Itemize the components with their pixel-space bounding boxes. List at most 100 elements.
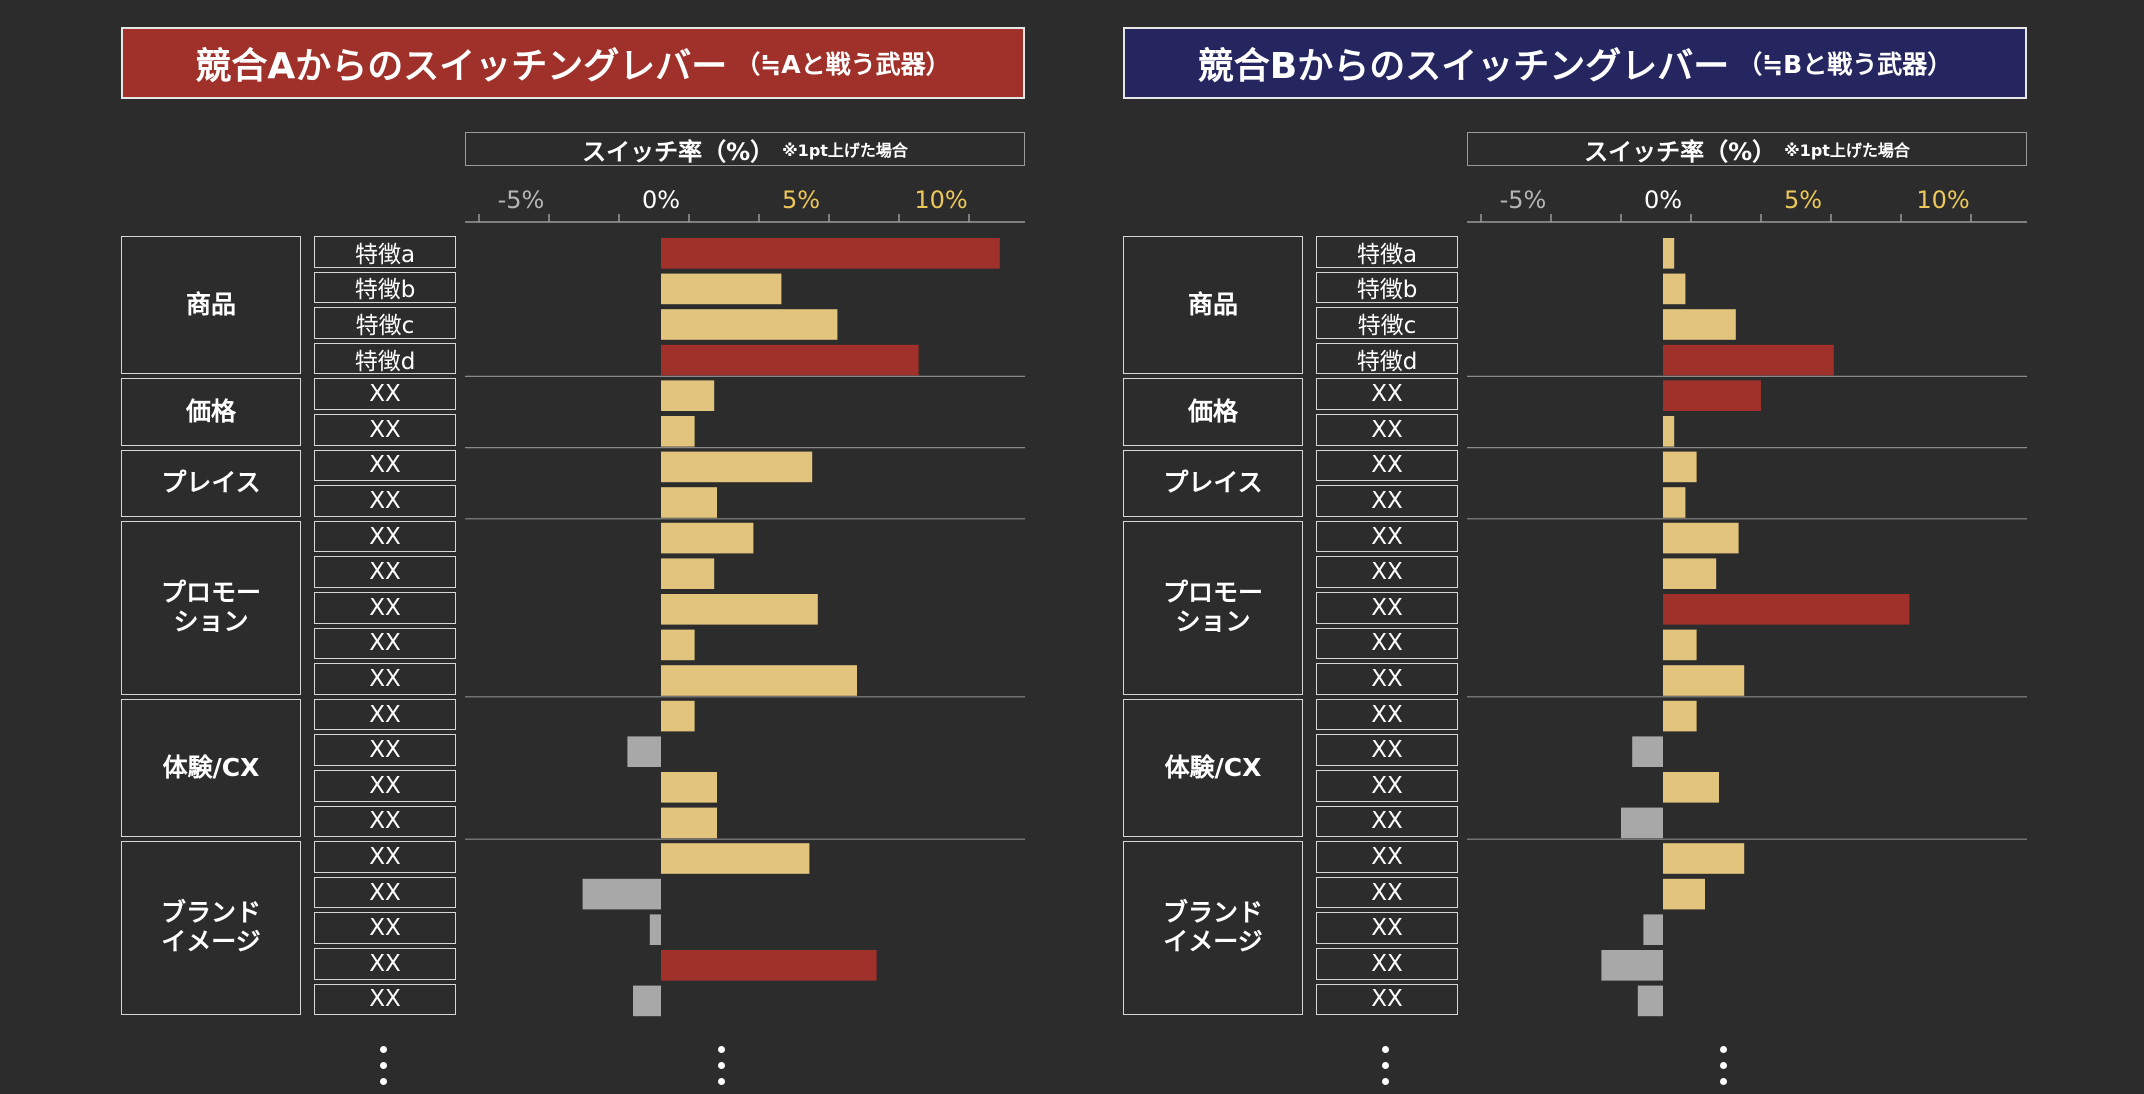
- bar: [1663, 558, 1717, 589]
- item-label: XX: [314, 485, 456, 517]
- item-label: XX: [314, 698, 456, 731]
- item-label: 特徴b: [1316, 271, 1458, 303]
- item-label: XX: [1316, 520, 1458, 553]
- item-label: XX: [1316, 734, 1458, 766]
- bar: [661, 629, 695, 661]
- bar: [1663, 878, 1705, 910]
- bar: [1632, 736, 1663, 767]
- item-label: XX: [314, 805, 456, 838]
- bar: [1663, 273, 1686, 305]
- bar: [627, 736, 661, 767]
- category-label: 価格: [121, 378, 301, 446]
- x-tick-label: 0%: [642, 186, 680, 214]
- bar: [633, 985, 661, 1017]
- item-label: XX: [314, 663, 456, 695]
- item-label: 特徴a: [1316, 236, 1458, 268]
- x-tick-label: 10%: [1916, 186, 1969, 214]
- bar: [661, 843, 810, 874]
- bar: [1621, 807, 1663, 839]
- item-label: XX: [1316, 841, 1458, 873]
- bar: [1663, 629, 1697, 661]
- item-label: 特徴d: [1316, 342, 1458, 375]
- axis-note: ※1pt上げた場合: [1784, 141, 1910, 160]
- item-label: XX: [1316, 378, 1458, 410]
- item-label: XX: [314, 841, 456, 873]
- category-label: プレイス: [1123, 449, 1303, 517]
- item-label: XX: [314, 556, 456, 588]
- bar: [661, 772, 717, 803]
- bar: [661, 558, 715, 589]
- bar: [661, 522, 754, 554]
- item-label: XX: [314, 948, 456, 980]
- bar: [1663, 700, 1697, 732]
- item-label: XX: [1316, 912, 1458, 944]
- item-label: XX: [314, 734, 456, 766]
- item-label: 特徴c: [1316, 307, 1458, 339]
- bar: [1663, 487, 1686, 518]
- bar: [661, 344, 919, 376]
- bar: [661, 807, 717, 839]
- bar: [1663, 380, 1761, 411]
- x-tick-label: 10%: [914, 186, 967, 214]
- panel-header: 競合Bからのスイッチングレバー （≒Bと戦う武器）: [1123, 27, 2027, 99]
- item-label: XX: [1316, 449, 1458, 482]
- item-label: XX: [1316, 592, 1458, 624]
- item-label: XX: [1316, 556, 1458, 588]
- bar: [1663, 451, 1697, 483]
- panel-title: 競合Bからのスイッチングレバー: [1197, 46, 1730, 87]
- item-label: 特徴b: [314, 271, 456, 303]
- continuation-dots: [380, 1046, 390, 1094]
- axis-title: スイッチ率（%）: [1584, 137, 1777, 166]
- item-label: XX: [314, 449, 456, 482]
- category-label: プレイス: [121, 449, 301, 517]
- item-label: XX: [1316, 627, 1458, 660]
- item-label: XX: [314, 770, 456, 802]
- x-tick-label: -5%: [1500, 186, 1547, 214]
- bar: [1663, 843, 1745, 874]
- item-label: XX: [1316, 663, 1458, 695]
- x-tick-label: 5%: [782, 186, 820, 214]
- bar: [1663, 309, 1736, 340]
- bar: [1637, 985, 1663, 1017]
- bar: [661, 665, 857, 696]
- bar: [661, 273, 782, 305]
- bar: [1663, 344, 1834, 376]
- item-label: XX: [1316, 876, 1458, 909]
- item-label: XX: [314, 414, 456, 446]
- category-label: 体験/CX: [121, 698, 301, 838]
- item-label: XX: [314, 520, 456, 553]
- item-label: XX: [1316, 485, 1458, 517]
- item-label: 特徴c: [314, 307, 456, 339]
- category-label: 体験/CX: [1123, 698, 1303, 838]
- bar: [1663, 594, 1910, 625]
- continuation-dots: [1720, 1046, 1730, 1094]
- bar: [1663, 522, 1739, 554]
- bar: [1663, 665, 1745, 696]
- item-label: XX: [314, 378, 456, 410]
- axis-title: スイッチ率（%）: [582, 137, 775, 166]
- x-tick-label: 5%: [1784, 186, 1822, 214]
- category-label: ブランド イメージ: [1123, 841, 1303, 1016]
- bar: [661, 309, 838, 340]
- bar: [661, 700, 695, 732]
- panel-subtitle: （≒Bと戦う武器）: [1737, 50, 1953, 79]
- category-label: 商品: [121, 236, 301, 375]
- bar: [661, 416, 695, 447]
- category-label: プロモー ション: [1123, 520, 1303, 695]
- bar: [1663, 238, 1675, 269]
- bar-chart: -5% 0% 5% 10%: [465, 186, 1025, 1017]
- bar: [1601, 950, 1663, 981]
- panel-competitor-a: 競合Aからのスイッチングレバー （≒Aと戦う武器） スイッチ率（%） ※1pt上…: [121, 0, 1121, 1085]
- item-label: XX: [1316, 805, 1458, 838]
- bar: [661, 238, 1000, 269]
- item-label: XX: [1316, 414, 1458, 446]
- item-label: 特徴d: [314, 342, 456, 375]
- panel-header: 競合Aからのスイッチングレバー （≒Aと戦う武器）: [121, 27, 1025, 99]
- bar: [582, 878, 661, 910]
- category-label: ブランド イメージ: [121, 841, 301, 1016]
- bar: [1663, 772, 1719, 803]
- category-label: 価格: [1123, 378, 1303, 446]
- panel-subtitle: （≒Aと戦う武器）: [735, 50, 951, 79]
- bar: [661, 950, 877, 981]
